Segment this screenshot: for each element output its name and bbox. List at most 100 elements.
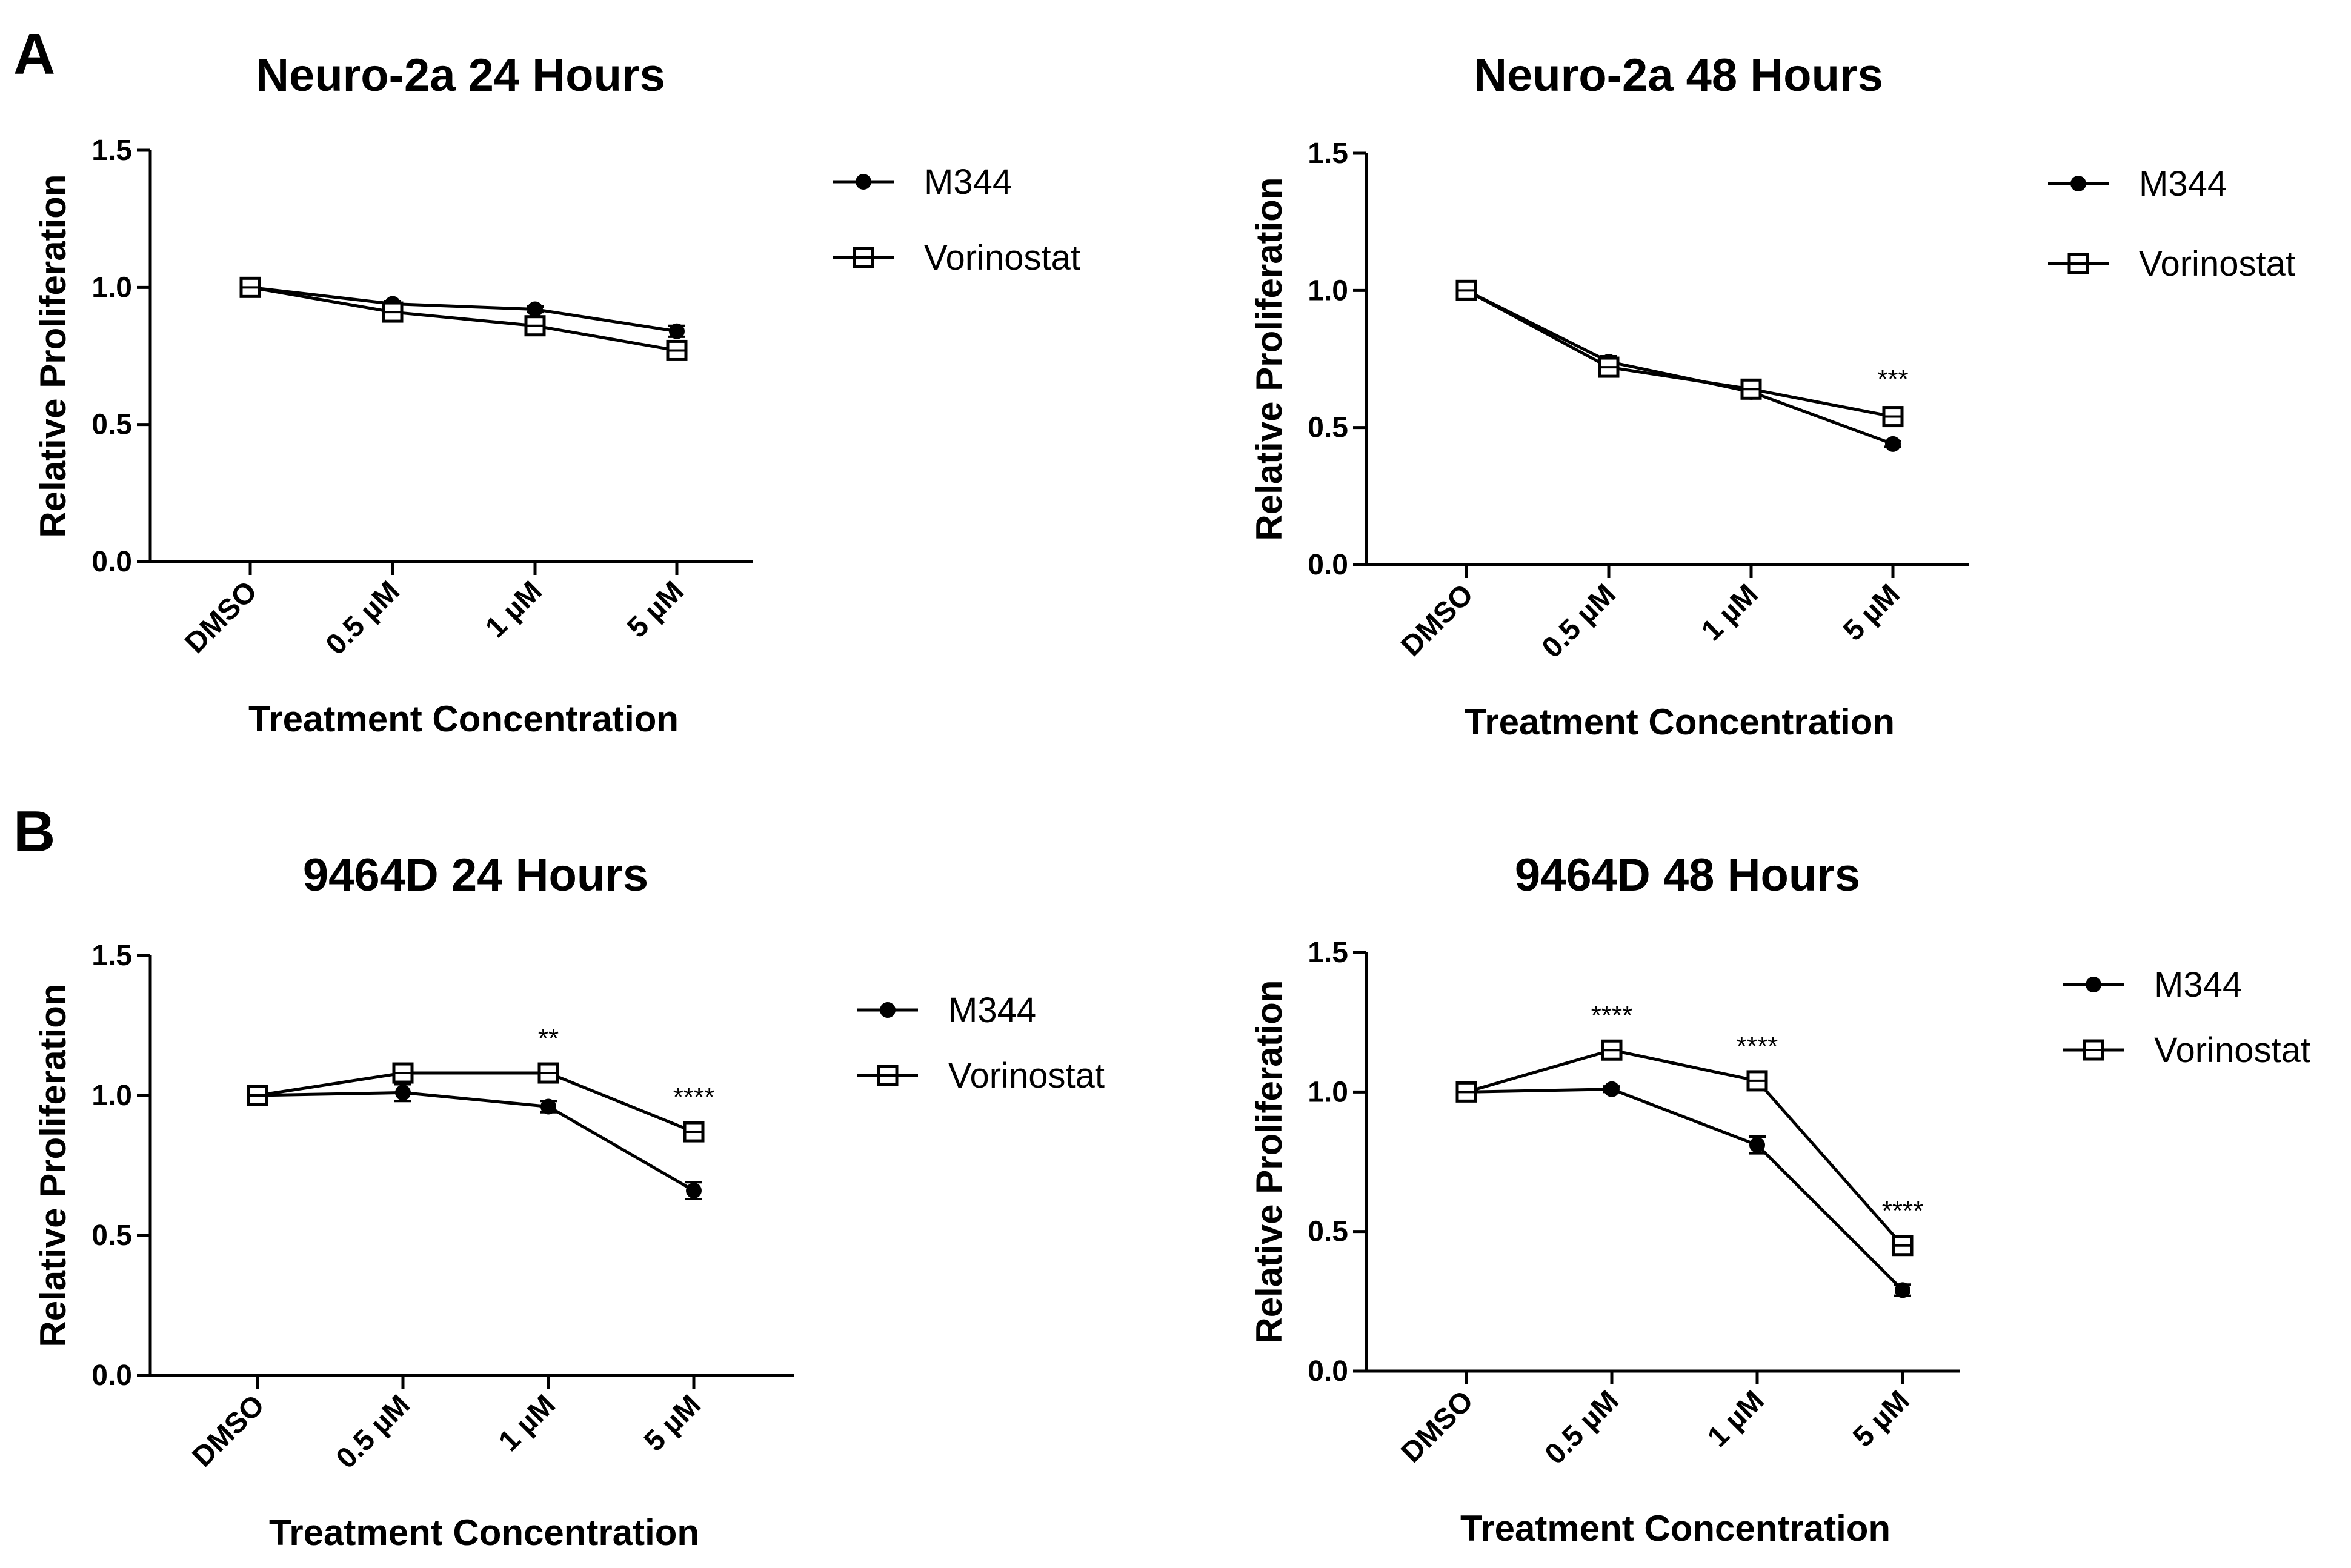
y-tick-label: 0.0 [1308, 1355, 1348, 1387]
data-point [395, 1085, 411, 1101]
panel-letter-a: A [13, 22, 55, 87]
significance-label: **** [673, 1082, 715, 1112]
x-tick-label: 5 µM [621, 575, 690, 644]
y-tick-label: 1.5 [91, 940, 132, 972]
data-point [686, 1183, 702, 1199]
x-tick-label: 1 µM [479, 575, 548, 644]
chart-1: Neuro-2a 24 Hours 0.0 0.5 1.0 1.5 DMSO 0.5 µM 1… [33, 50, 1080, 739]
legend-item-vorinostat: Vorinostat [857, 1056, 1105, 1095]
y-tick-label: 0.0 [91, 1360, 132, 1392]
data-point [1895, 1282, 1910, 1298]
series-m344 [242, 279, 685, 339]
panel-letter-b: B [13, 799, 55, 864]
legend-item-m344: M344 [833, 162, 1012, 202]
legend-label: Vorinostat [948, 1056, 1105, 1095]
y-tick-label: 0.5 [91, 409, 132, 441]
data-point [669, 323, 685, 339]
legend-marker [880, 1002, 896, 1018]
series-vorinostat [239, 276, 688, 361]
x-tick-label: DMSO [179, 575, 263, 659]
x-tick-label: DMSO [1395, 578, 1479, 662]
y-tick-label: 1.0 [91, 271, 132, 304]
data-point [527, 301, 543, 317]
series-line [1466, 1088, 1904, 1292]
chart-title: Neuro-2a 24 Hours [256, 50, 665, 101]
y-tick-label: 1.0 [91, 1080, 132, 1112]
y-tick-label: 0.5 [1308, 412, 1348, 444]
series-line [250, 285, 677, 333]
x-tick-label: 0.5 µM [1539, 1384, 1625, 1470]
data-point [540, 1098, 556, 1115]
data-point [1604, 1081, 1620, 1097]
y-tick-label: 0.0 [91, 546, 132, 578]
legend-marker [2070, 176, 2086, 191]
data-point [1885, 436, 1901, 452]
x-tick-label: 5 µM [1847, 1384, 1916, 1453]
series-vorinostat [247, 1062, 705, 1143]
x-tick-label: DMSO [186, 1389, 270, 1473]
x-tick-label: 0.5 µM [330, 1389, 416, 1475]
legend-label: M344 [2139, 164, 2227, 204]
y-axis-title: Relative Proliferation [1249, 980, 1289, 1343]
significance-label: *** [1877, 365, 1908, 394]
data-point [1749, 1137, 1765, 1153]
significance-label: **** [1882, 1196, 1924, 1226]
series-line [1466, 1048, 1904, 1247]
series-vorinostat [1455, 1039, 1914, 1257]
y-tick-label: 0.0 [1308, 549, 1348, 581]
x-tick-label: DMSO [1395, 1384, 1479, 1469]
chart-4: 9464D 48 Hours 0.0 0.5 1.0 1.5 DMSO 0.5 µM 1 µM… [1249, 849, 2310, 1549]
legend-label: Vorinostat [2139, 244, 2295, 284]
series-vorinostat [1455, 279, 1904, 428]
x-tick-label: 5 µM [638, 1389, 707, 1458]
series-line [1465, 289, 1894, 446]
legend-item-vorinostat: Vorinostat [2048, 244, 2295, 284]
significance-label: **** [1591, 1001, 1633, 1031]
y-axis-title: Relative Proliferation [33, 983, 73, 1347]
chart-title: 9464D 48 Hours [1515, 849, 1860, 901]
significance-label: **** [1737, 1031, 1778, 1061]
legend-label: M344 [2154, 965, 2242, 1005]
y-tick-label: 0.5 [1308, 1216, 1348, 1248]
y-tick-label: 1.5 [91, 135, 132, 167]
significance-label: ** [538, 1023, 559, 1053]
x-tick-label: 1 µM [493, 1389, 562, 1458]
y-tick-label: 1.0 [1308, 1076, 1348, 1108]
series-line [257, 1071, 694, 1134]
y-tick-label: 1.5 [1308, 937, 1348, 969]
chart-2: Neuro-2a 48 Hours 0.0 0.5 1.0 1.5 DMSO 0.5 µM 1… [1249, 50, 2295, 742]
x-axis-title: Treatment Concentration [1460, 1508, 1890, 1549]
y-axis-title: Relative Proliferation [1249, 177, 1289, 540]
legend-item-vorinostat: Vorinostat [2063, 1031, 2310, 1070]
chart-title: 9464D 24 Hours [303, 849, 648, 901]
legend-marker [2086, 977, 2101, 992]
legend-label: M344 [924, 162, 1012, 202]
series-line [257, 1091, 695, 1192]
series-m344 [1458, 1081, 1911, 1298]
y-tick-label: 0.5 [91, 1220, 132, 1252]
y-tick-label: 1.0 [1308, 274, 1348, 307]
series-m344 [250, 1083, 702, 1200]
series-line [1465, 289, 1894, 419]
legend-marker [856, 174, 871, 190]
charts-container: Neuro-2a 24 Hours 0.0 0.5 1.0 1.5 DMSO 0.5 µM 1… [33, 50, 2310, 1553]
x-tick-label: 5 µM [1837, 578, 1906, 647]
y-tick-label: 1.5 [1308, 138, 1348, 170]
x-axis-title: Treatment Concentration [248, 699, 679, 739]
x-axis-title: Treatment Concentration [1465, 702, 1895, 742]
x-tick-label: 1 µM [1701, 1384, 1771, 1453]
series-line [250, 285, 677, 352]
x-tick-label: 1 µM [1695, 578, 1764, 647]
x-tick-label: 0.5 µM [320, 575, 406, 661]
legend-item-m344: M344 [2063, 965, 2242, 1005]
x-axis-title: Treatment Concentration [269, 1512, 699, 1553]
legend-item-vorinostat: Vorinostat [833, 238, 1080, 277]
legend-item-m344: M344 [857, 991, 1036, 1030]
legend-label: Vorinostat [924, 238, 1080, 277]
chart-title: Neuro-2a 48 Hours [1474, 50, 1883, 101]
legend-item-m344: M344 [2048, 164, 2227, 204]
series-m344 [1458, 282, 1901, 452]
x-tick-label: 0.5 µM [1536, 578, 1622, 664]
legend-label: M344 [948, 991, 1036, 1030]
